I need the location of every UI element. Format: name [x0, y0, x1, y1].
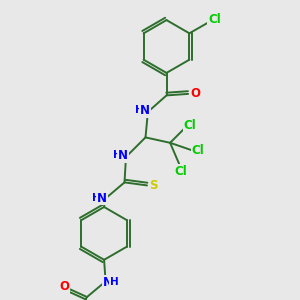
Text: H: H	[110, 277, 118, 287]
Text: O: O	[59, 280, 69, 293]
Text: N: N	[118, 149, 128, 162]
Text: H: H	[92, 193, 101, 203]
Text: N: N	[97, 191, 107, 205]
Text: Cl: Cl	[192, 144, 204, 157]
Text: H: H	[135, 105, 144, 116]
Text: N: N	[140, 104, 150, 117]
Text: Cl: Cl	[208, 13, 220, 26]
Text: Cl: Cl	[174, 165, 187, 178]
Text: Cl: Cl	[184, 119, 197, 132]
Text: H: H	[113, 150, 122, 161]
Text: O: O	[190, 87, 201, 101]
Text: N: N	[103, 276, 113, 289]
Text: S: S	[149, 179, 158, 192]
